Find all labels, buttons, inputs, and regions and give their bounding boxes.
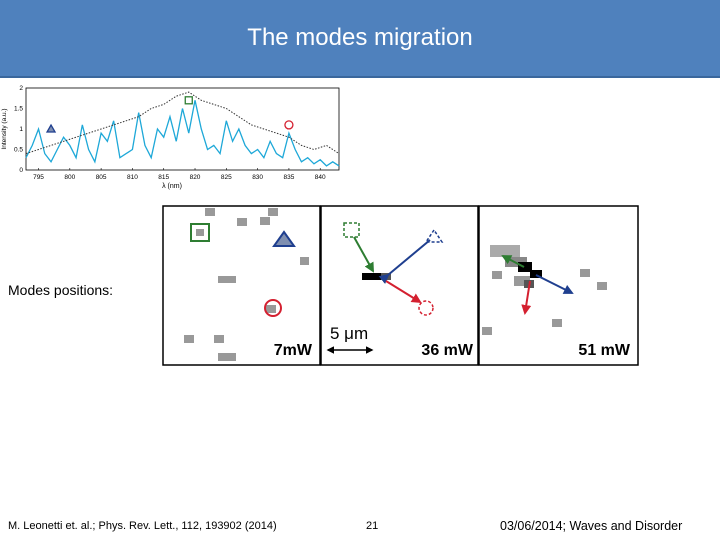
green-arrow (353, 236, 374, 273)
slide-title: The modes migration (247, 24, 473, 51)
scale-bar-label: 5 μm (330, 324, 368, 343)
x-tick-label: 840 (315, 174, 326, 181)
blue-arrow (535, 274, 574, 294)
title-bar: The modes migration (0, 0, 720, 78)
y-tick-label: 1.5 (14, 106, 23, 113)
plot-frame (25, 87, 340, 171)
mode-pixel (218, 276, 236, 283)
mode-pixel (300, 257, 309, 265)
dotted-series-line (25, 91, 340, 155)
green-square-dashed-marker (343, 222, 360, 238)
mode-pixel (237, 218, 247, 226)
mode-pixel (552, 319, 562, 327)
footer-reference: M. Leonetti et. al.; Phys. Rev. Lett., 1… (8, 520, 277, 532)
blue-arrow (378, 239, 431, 284)
y-tick-labels: 0 0.5 1 1.5 2 (14, 85, 23, 174)
modes-positions-label: Modes positions: (8, 282, 114, 298)
modes-position-panels: 7mW 5 μm 36 mW 51 mW (162, 205, 639, 366)
mode-pixel (268, 208, 278, 216)
x-tick-label: 835 (283, 174, 294, 181)
panel-7mw: 7mW (162, 205, 321, 366)
mode-pixel (214, 335, 224, 343)
y-tick-label: 0.5 (14, 147, 23, 154)
page-number: 21 (366, 520, 379, 532)
panel-51mw: 51 mW (478, 205, 639, 366)
x-axis-label: λ (nm) (162, 183, 182, 190)
mode-pixel (530, 270, 542, 278)
mode-pixel (514, 276, 530, 286)
mode-pixel (184, 335, 194, 343)
blue-triangle-marker (272, 230, 296, 247)
circle-mode-marker (284, 120, 294, 130)
y-tick-label: 1 (19, 126, 23, 133)
solid-series-line (25, 100, 340, 167)
mode-pixel (205, 208, 215, 216)
panel-power-label: 51 mW (578, 342, 630, 359)
blue-triangle-dashed-marker (424, 228, 444, 243)
y-axis-label: Intensity (a.u.) (1, 108, 8, 149)
x-tick-label: 810 (127, 174, 138, 181)
y-tick-label: 2 (19, 85, 23, 92)
x-tick-label: 815 (158, 174, 169, 181)
red-circle-marker (264, 299, 282, 317)
x-tick-label: 795 (33, 174, 44, 181)
mode-pixel (518, 262, 532, 272)
mode-pixel (218, 353, 236, 361)
mode-pixel (362, 273, 384, 280)
mode-pixel (260, 217, 270, 225)
square-mode-marker (184, 96, 193, 105)
footer-date: 03/06/2014; Waves and Disorder (500, 519, 683, 533)
chart-lines (25, 91, 340, 167)
x-tick-label: 800 (64, 174, 75, 181)
mode-pixel (597, 282, 607, 290)
red-arrow (521, 280, 532, 315)
mode-pixel (492, 271, 502, 279)
mode-pixel (482, 327, 492, 335)
x-tick-label: 830 (252, 174, 263, 181)
y-tick-label: 0 (19, 167, 23, 174)
mode-pixel (580, 269, 590, 277)
panel-power-label: 36 mW (421, 342, 473, 359)
mode-pixel (490, 245, 520, 257)
panel-power-label: 7mW (274, 342, 313, 359)
x-tick-label: 805 (96, 174, 107, 181)
x-tick-labels: 795 800 805 810 815 820 825 830 835 840 (33, 168, 326, 181)
triangle-mode-marker (45, 123, 57, 133)
chart-markers (45, 96, 294, 133)
spectrum-chart: 795 800 805 810 815 820 825 830 835 840 0 0.5 1 1.5 2… (1, 85, 340, 190)
green-arrow (501, 255, 525, 268)
x-tick-label: 825 (221, 174, 232, 181)
red-circle-dashed-marker (418, 300, 434, 316)
mode-pixel (266, 305, 276, 313)
x-tick-label: 820 (190, 174, 201, 181)
red-arrow (385, 280, 422, 304)
panel-36mw: 5 μm 36 mW (320, 205, 479, 366)
